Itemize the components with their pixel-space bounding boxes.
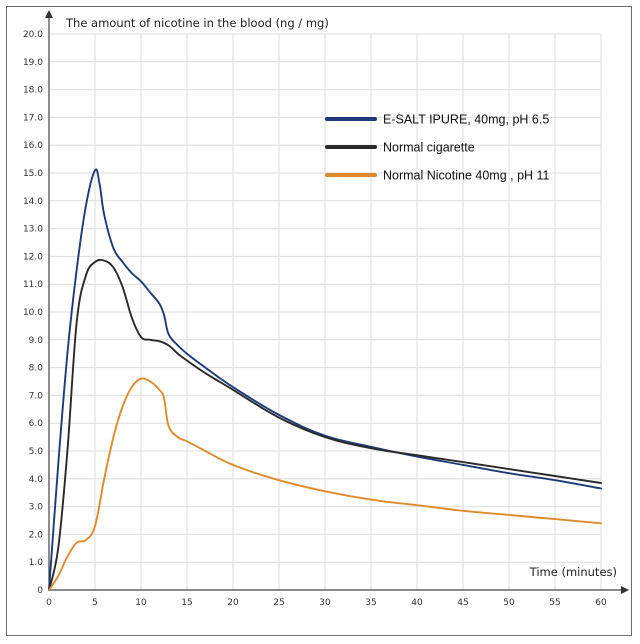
x-tick-label: 45 xyxy=(457,598,468,608)
y-tick-label: 3.0 xyxy=(29,503,44,513)
y-tick-label: 13.0 xyxy=(23,225,43,235)
series-normal-nicotine-line xyxy=(48,377,602,591)
y-tick-label: 18.0 xyxy=(23,86,43,96)
tick-labels: 0 5 10 15 20 25 30 35 40 45 50 55 60 0 1.0 2.0 3.0 4.0 5.0… xyxy=(23,30,607,608)
y-tick-label: 11.0 xyxy=(23,280,43,290)
y-tick-label: 10.0 xyxy=(23,308,43,318)
y-tick-label: 7.0 xyxy=(29,391,44,401)
y-tick-label: 19.0 xyxy=(23,58,43,68)
y-axis-title: The amount of nicotine in the blood (ng … xyxy=(65,16,329,30)
y-tick-label: 12.0 xyxy=(23,252,43,262)
y-tick-label: 0 xyxy=(37,586,43,596)
y-axis-arrow-icon xyxy=(45,10,53,18)
y-tick-label: 17.0 xyxy=(23,113,43,123)
x-axis-arrow-icon xyxy=(621,586,629,594)
series-layer xyxy=(48,168,602,591)
y-tick-label: 4.0 xyxy=(29,475,44,485)
x-tick-label: 55 xyxy=(549,598,560,608)
x-tick-label: 0 xyxy=(46,598,52,608)
y-tick-label: 8.0 xyxy=(29,364,44,374)
y-tick-label: 20.0 xyxy=(23,30,43,40)
legend-label: Normal cigarette xyxy=(383,141,475,155)
y-tick-label: 5.0 xyxy=(29,447,44,457)
x-tick-label: 50 xyxy=(503,598,515,608)
x-tick-label: 5 xyxy=(92,598,98,608)
y-tick-label: 16.0 xyxy=(23,141,43,151)
x-tick-label: 15 xyxy=(181,598,192,608)
axes xyxy=(45,10,629,594)
legend-label: Normal Nicotine 40mg , pH 11 xyxy=(383,169,550,183)
y-tick-label: 14.0 xyxy=(23,197,43,207)
y-tick-label: 9.0 xyxy=(29,336,44,346)
y-tick-label: 6.0 xyxy=(29,419,44,429)
y-tick-label: 1.0 xyxy=(29,558,44,568)
x-tick-label: 10 xyxy=(135,598,147,608)
chart-frame xyxy=(6,6,632,636)
x-tick-label: 25 xyxy=(273,598,284,608)
x-axis-title: Time (minutes) xyxy=(529,565,617,579)
grid-layer xyxy=(49,33,602,590)
x-tick-label: 20 xyxy=(227,598,239,608)
series-normal-cigarette-line xyxy=(48,258,602,591)
y-tick-label: 15.0 xyxy=(23,169,43,179)
x-tick-label: 35 xyxy=(365,598,376,608)
y-tick-label: 2.0 xyxy=(29,530,44,540)
x-tick-label: 30 xyxy=(319,598,331,608)
x-tick-label: 60 xyxy=(595,598,607,608)
legend: E-SALT IPURE, 40mg, pH 6.5 Normal cigaret… xyxy=(325,113,550,183)
x-tick-label: 40 xyxy=(411,598,423,608)
legend-label: E-SALT IPURE, 40mg, pH 6.5 xyxy=(383,113,549,127)
